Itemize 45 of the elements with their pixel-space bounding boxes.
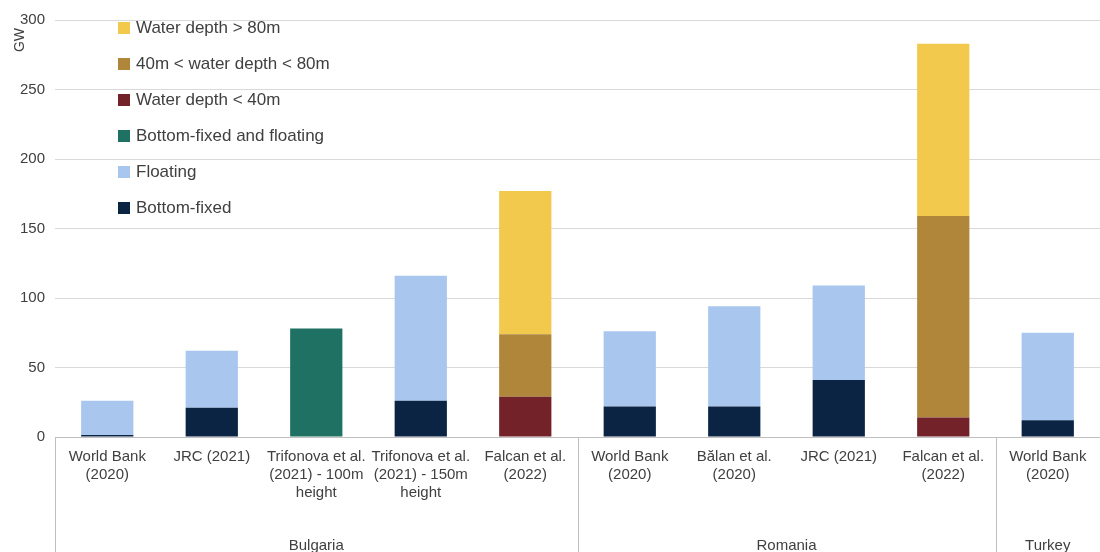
- y-tick-label: 200: [20, 149, 46, 167]
- x-tick-label: World Bank (2020): [68, 447, 147, 483]
- bar: [499, 190, 552, 335]
- legend-label: Water depth > 80m: [136, 18, 281, 38]
- x-tick-label: JRC (2021): [173, 447, 251, 465]
- legend-label: Water depth < 40m: [136, 90, 281, 110]
- x-tick-label: Falcan et al. (2022): [484, 447, 567, 483]
- bar: [708, 406, 761, 437]
- x-tick-label: Trifonova et al. (2021) - 150m height: [371, 447, 471, 501]
- bar: [1021, 420, 1074, 437]
- bar: [917, 417, 970, 437]
- bar: [708, 306, 761, 407]
- y-tick-label: 250: [20, 79, 46, 97]
- y-tick-label: 300: [20, 10, 46, 28]
- x-tick-label: World Bank (2020): [591, 447, 669, 483]
- x-tick-label: World Bank (2020): [1009, 447, 1087, 483]
- bar: [603, 331, 656, 407]
- bar: [812, 285, 865, 381]
- bar: [81, 400, 134, 435]
- x-tick-label: Falcan et al. (2022): [902, 447, 985, 483]
- bar: [812, 380, 865, 437]
- y-axis-title: GW: [10, 27, 27, 53]
- bar: [394, 400, 447, 437]
- bar: [917, 43, 970, 216]
- y-tick-label: 50: [28, 357, 46, 375]
- legend-label: Bottom-fixed: [136, 198, 232, 218]
- bar: [499, 334, 552, 397]
- bar: [185, 407, 238, 437]
- x-tick-label: JRC (2021): [800, 447, 878, 465]
- legend-label: Bottom-fixed and floating: [136, 126, 325, 146]
- bar: [499, 396, 552, 437]
- bar: [290, 328, 343, 437]
- bar: [603, 406, 656, 437]
- y-tick-label: 150: [20, 218, 46, 236]
- text: Romania: [756, 536, 818, 552]
- y-tick-label: 100: [20, 288, 46, 306]
- legend-label: 40m < water depth < 80m: [136, 54, 330, 74]
- bar: [394, 275, 447, 401]
- x-tick-label: Trifonova et al. (2021) - 100m height: [266, 447, 366, 501]
- y-tick-label: 0: [36, 427, 46, 445]
- bar: [1021, 332, 1074, 421]
- legend-label: Floating: [136, 162, 197, 182]
- bar: [185, 350, 238, 408]
- x-tick-label: Bălan et al. (2020): [696, 447, 772, 483]
- bar: [917, 215, 970, 418]
